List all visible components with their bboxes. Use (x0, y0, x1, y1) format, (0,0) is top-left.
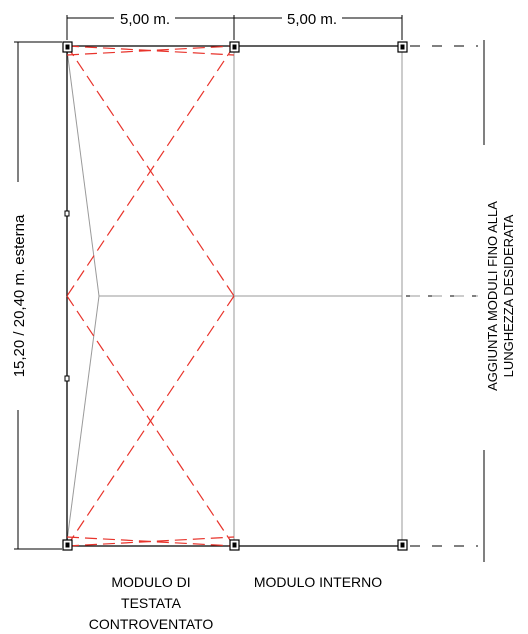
caption-end-module-line3: CONTROVENTATO (89, 616, 214, 632)
top-dimension (66, 15, 403, 40)
column-plate (397, 41, 408, 53)
dimension-width-2: 5,00 m. (287, 11, 337, 28)
caption-end-module-line1: MODULO DI (111, 574, 190, 590)
column-plate (397, 539, 408, 551)
gable-post (64, 210, 70, 217)
column-plate (229, 539, 240, 551)
dimension-width-1: 5,00 m. (120, 11, 170, 28)
secondary-members (66, 49, 403, 542)
extension-note-line1: AGGIUNTA MODULI FINO ALLA (485, 201, 500, 391)
extension-note-line2: LUNGHEZZA DESIDERATA (501, 214, 516, 377)
column-plate (229, 41, 240, 53)
dimension-overall-length: 15,20 / 20,40 m. esterna (11, 214, 28, 377)
column-plate (62, 539, 73, 551)
gable-post (64, 375, 70, 382)
caption-inner-module: MODULO INTERNO (254, 574, 382, 590)
column-plates (62, 41, 408, 551)
left-dimension (14, 41, 62, 550)
column-plate (62, 41, 73, 53)
caption-end-module-line2: TESTATA (121, 595, 182, 611)
bracing-cables (66, 45, 235, 547)
